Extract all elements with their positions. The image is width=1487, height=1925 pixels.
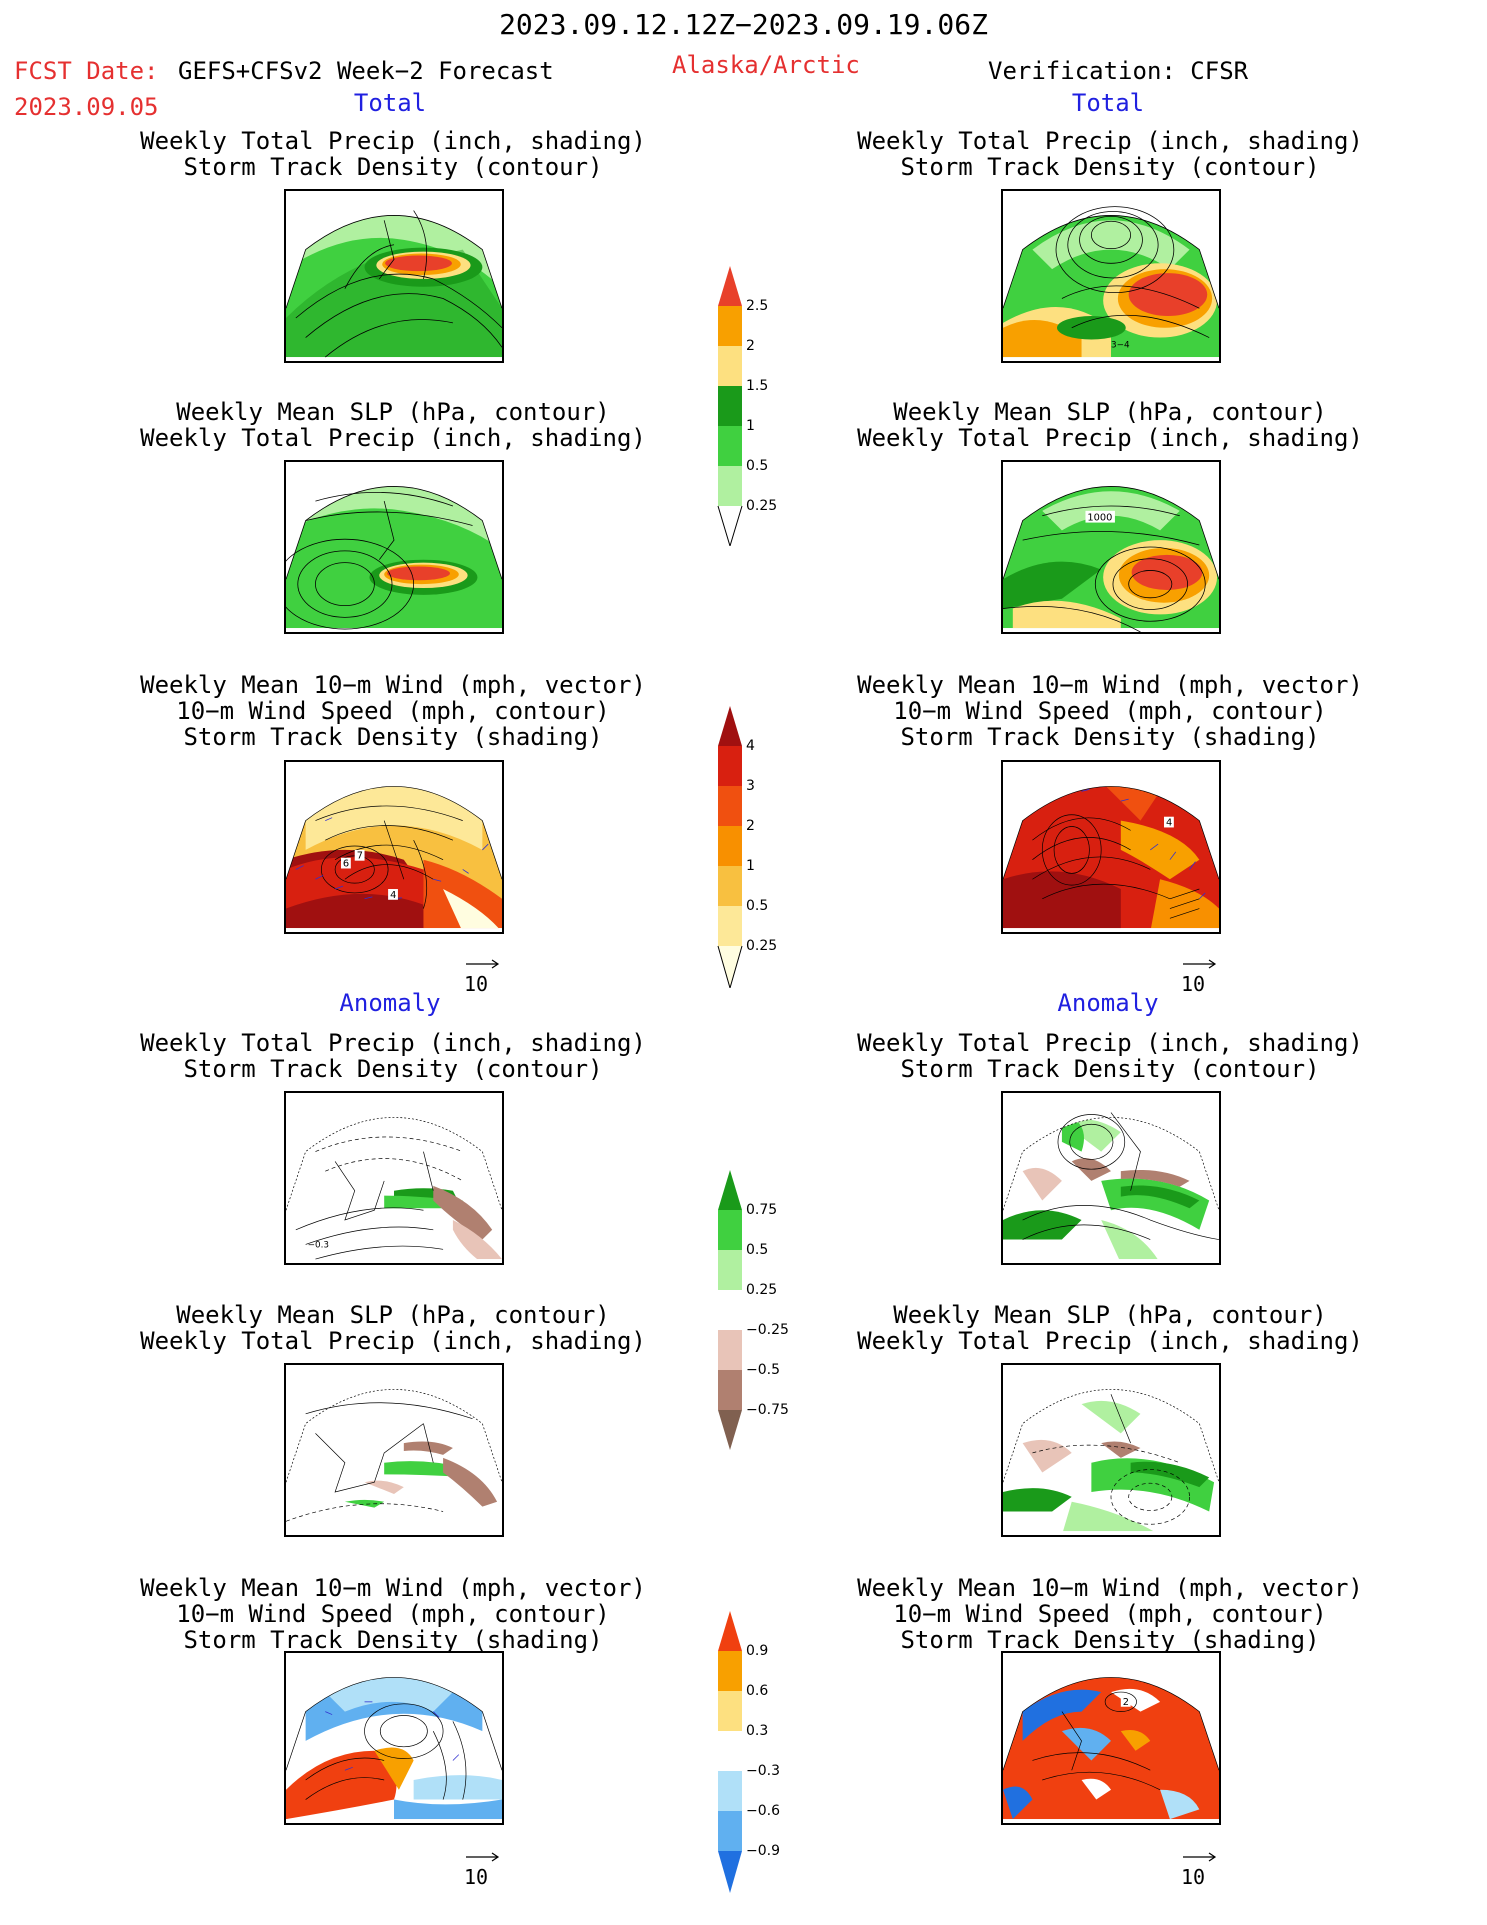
svg-text:1: 1	[746, 418, 755, 434]
left-anomaly-heading: Anomaly	[339, 989, 441, 1017]
colorbar-precip-total: 2.5 2 1.5 1 0.5 0.25	[712, 266, 792, 546]
panel-title-r3-line3: Storm Track Density (shading)	[900, 723, 1320, 751]
panel-title-l4-line2: Storm Track Density (contour)	[183, 1055, 603, 1083]
svg-text:1: 1	[746, 858, 755, 874]
panel-title-r1-line1: Weekly Total Precip (inch, shading)	[857, 127, 1363, 155]
svg-text:−0.75: −0.75	[746, 1402, 789, 1418]
left-total-heading: Total	[353, 89, 427, 117]
panel-title-l2-line1: Weekly Mean SLP (hPa, contour)	[176, 398, 610, 426]
map-total-precip-track-forecast	[284, 189, 504, 363]
right-anomaly-heading: Anomaly	[1057, 989, 1159, 1017]
map-anomaly-precip-track-forecast: −0.3	[284, 1091, 504, 1265]
svg-text:−0.25: −0.25	[746, 1322, 789, 1338]
svg-text:0.5: 0.5	[746, 458, 768, 474]
panel-title-r6-line3: Storm Track Density (shading)	[900, 1626, 1320, 1654]
fcst-date-label: FCST Date:	[14, 57, 159, 85]
anom-wind-label: 2	[1123, 1697, 1129, 1708]
map-total-precip-track-verification: 3−4	[1001, 189, 1221, 363]
map-anomaly-precip-track-verification	[1001, 1091, 1221, 1265]
svg-text:0.5: 0.5	[746, 1242, 768, 1258]
wind-label-4b: 4	[1166, 818, 1172, 829]
map-total-wind-track-verification: 4	[1001, 760, 1221, 934]
svg-text:0.5: 0.5	[746, 898, 768, 914]
track-label-right: 3−4	[1111, 340, 1130, 350]
colorbar-precip-anomaly: 0.75 0.5 0.25 −0.25 −0.5 −0.75	[712, 1170, 798, 1450]
verification-title: Verification: CFSR	[988, 57, 1249, 85]
svg-text:0.6: 0.6	[746, 1683, 768, 1699]
panel-title-r3-line2: 10−m Wind Speed (mph, contour)	[893, 697, 1327, 725]
panel-title-l3-line3: Storm Track Density (shading)	[183, 723, 603, 751]
panel-title-r5-line1: Weekly Mean SLP (hPa, contour)	[893, 1301, 1327, 1329]
reference-vector-r6: 10	[1181, 1848, 1221, 1888]
panel-title-l1-line1: Weekly Total Precip (inch, shading)	[140, 127, 646, 155]
wind-label-7: 7	[357, 851, 363, 862]
svg-text:0.25: 0.25	[746, 1282, 777, 1298]
wind-label-4: 4	[390, 890, 396, 901]
svg-text:1.5: 1.5	[746, 378, 768, 394]
map-total-slp-precip-verification: 1000	[1001, 460, 1221, 634]
panel-title-l5-line2: Weekly Total Precip (inch, shading)	[140, 1327, 646, 1355]
panel-title-l5-line1: Weekly Mean SLP (hPa, contour)	[176, 1301, 610, 1329]
colorbar-storm-track-anomaly: 0.9 0.6 0.3 −0.3 −0.6 −0.9	[712, 1611, 798, 1893]
wind-label-6: 6	[343, 859, 349, 870]
panel-title-l3-line1: Weekly Mean 10−m Wind (mph, vector)	[140, 671, 646, 699]
svg-text:4: 4	[746, 738, 755, 754]
panel-title-r3-line1: Weekly Mean 10−m Wind (mph, vector)	[857, 671, 1363, 699]
reference-vector-r3: 10	[1181, 955, 1221, 995]
panel-title-r6-line2: 10−m Wind Speed (mph, contour)	[893, 1600, 1327, 1628]
map-total-wind-track-forecast: 6 7 4	[284, 760, 504, 934]
panel-title-r4-line1: Weekly Total Precip (inch, shading)	[857, 1029, 1363, 1057]
svg-text:0.25: 0.25	[746, 498, 777, 514]
panel-title-l1-line2: Storm Track Density (contour)	[183, 153, 603, 181]
svg-text:2.5: 2.5	[746, 298, 768, 314]
panel-title-l6-line3: Storm Track Density (shading)	[183, 1626, 603, 1654]
svg-text:3: 3	[746, 778, 755, 794]
svg-text:0.9: 0.9	[746, 1643, 768, 1659]
reference-vector-l3: 10	[464, 955, 504, 995]
panel-title-l2-line2: Weekly Total Precip (inch, shading)	[140, 424, 646, 452]
svg-text:0.25: 0.25	[746, 938, 777, 954]
panel-title-l3-line2: 10−m Wind Speed (mph, contour)	[176, 697, 610, 725]
map-total-slp-precip-forecast	[284, 460, 504, 634]
svg-text:−0.6: −0.6	[746, 1803, 780, 1819]
map-anomaly-wind-track-forecast	[284, 1651, 504, 1825]
date-range-title: 2023.09.12.12Z−2023.09.19.06Z	[499, 8, 988, 41]
colorbar-storm-track-total: 4 3 2 1 0.5 0.25	[712, 706, 792, 988]
panel-title-r1-line2: Storm Track Density (contour)	[900, 153, 1320, 181]
region-title: Alaska/Arctic	[672, 51, 860, 79]
panel-title-r2-line2: Weekly Total Precip (inch, shading)	[857, 424, 1363, 452]
slp-label-1000: 1000	[1087, 513, 1112, 524]
panel-title-r6-line1: Weekly Mean 10−m Wind (mph, vector)	[857, 1574, 1363, 1602]
svg-text:−0.3: −0.3	[746, 1763, 780, 1779]
svg-text:0.75: 0.75	[746, 1202, 777, 1218]
panel-title-r4-line2: Storm Track Density (contour)	[900, 1055, 1320, 1083]
svg-text:2: 2	[746, 338, 755, 354]
svg-text:−0.5: −0.5	[746, 1362, 780, 1378]
svg-text:2: 2	[746, 818, 755, 834]
svg-text:0.3: 0.3	[746, 1723, 768, 1739]
reference-vector-l6: 10	[464, 1848, 504, 1888]
panel-title-l6-line2: 10−m Wind Speed (mph, contour)	[176, 1600, 610, 1628]
panel-title-r2-line1: Weekly Mean SLP (hPa, contour)	[893, 398, 1327, 426]
panel-title-r5-line2: Weekly Total Precip (inch, shading)	[857, 1327, 1363, 1355]
fcst-date-value: 2023.09.05	[14, 93, 159, 121]
svg-text:−0.9: −0.9	[746, 1843, 780, 1859]
map-anomaly-wind-track-verification: 2	[1001, 1651, 1221, 1825]
panel-title-l4-line1: Weekly Total Precip (inch, shading)	[140, 1029, 646, 1057]
map-anomaly-slp-precip-verification	[1001, 1363, 1221, 1537]
anom-precip-label: −0.3	[308, 1240, 329, 1250]
forecast-model-title: GEFS+CFSv2 Week−2 Forecast	[178, 57, 554, 85]
right-total-heading: Total	[1071, 89, 1145, 117]
map-anomaly-slp-precip-forecast	[284, 1363, 504, 1537]
panel-title-l6-line1: Weekly Mean 10−m Wind (mph, vector)	[140, 1574, 646, 1602]
